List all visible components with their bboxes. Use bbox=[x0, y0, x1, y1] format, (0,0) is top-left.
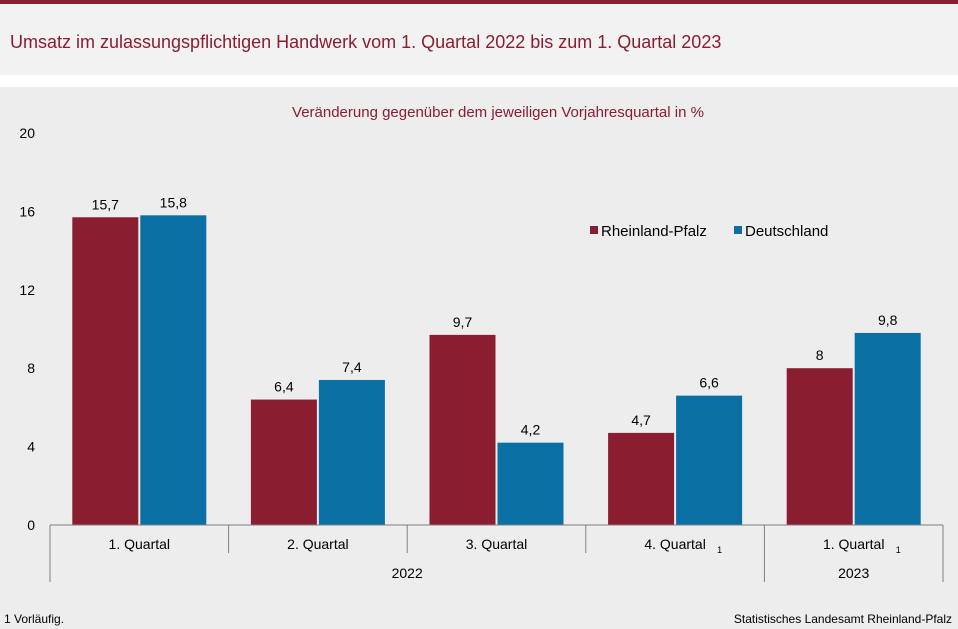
legend-label: Rheinland-Pfalz bbox=[601, 223, 707, 240]
bar-rheinland-pfalz bbox=[608, 432, 675, 525]
bar-deutschland bbox=[676, 395, 743, 525]
x-tick-label: 2. Quartal bbox=[287, 536, 348, 552]
legend-swatch bbox=[734, 226, 742, 234]
bar-deutschland bbox=[140, 215, 207, 525]
bar-rheinland-pfalz bbox=[786, 368, 853, 525]
bar-rheinland-pfalz bbox=[72, 217, 139, 525]
data-label: 7,4 bbox=[342, 359, 362, 375]
data-label: 6,6 bbox=[699, 375, 719, 391]
page-title: Umsatz im zulassungspflichtigen Handwerk… bbox=[10, 32, 722, 52]
legend-swatch bbox=[590, 226, 598, 234]
chart-title: Veränderung gegenüber dem jeweiligen Vor… bbox=[292, 104, 704, 121]
x-tick-label: 1. Quartal bbox=[109, 536, 170, 552]
footnote-mark: 1 bbox=[896, 545, 901, 555]
y-tick-label: 20 bbox=[19, 125, 35, 141]
divider bbox=[0, 75, 958, 87]
data-label: 15,7 bbox=[92, 196, 119, 212]
source-note: Statistisches Landesamt Rheinland-Pfalz bbox=[733, 612, 952, 626]
data-label: 4,7 bbox=[631, 412, 651, 428]
x-tick-label: 3. Quartal bbox=[466, 536, 527, 552]
y-tick-label: 4 bbox=[27, 439, 35, 455]
footnote: 1 Vorläufig. bbox=[4, 612, 65, 626]
x-tick-label: 4. Quartal bbox=[644, 536, 705, 552]
data-label: 4,2 bbox=[521, 422, 541, 438]
year-group-label: 2022 bbox=[392, 565, 423, 581]
y-tick-label: 8 bbox=[27, 360, 35, 376]
y-tick-label: 16 bbox=[19, 203, 35, 219]
footnote-mark: 1 bbox=[717, 545, 722, 555]
data-label: 15,8 bbox=[160, 194, 187, 210]
bar-deutschland bbox=[497, 442, 564, 525]
data-label: 9,8 bbox=[878, 312, 898, 328]
header: Umsatz im zulassungspflichtigen Handwerk… bbox=[0, 4, 958, 75]
x-tick-label: 1. Quartal bbox=[823, 536, 884, 552]
bar-deutschland bbox=[854, 332, 921, 525]
year-group-label: 2023 bbox=[838, 565, 869, 581]
bar-deutschland bbox=[318, 379, 385, 525]
top-accent-bar bbox=[0, 0, 958, 4]
data-label: 8 bbox=[816, 347, 824, 363]
bar-rheinland-pfalz bbox=[429, 334, 496, 525]
y-tick-label: 12 bbox=[19, 282, 35, 298]
data-label: 6,4 bbox=[274, 379, 294, 395]
legend-label: Deutschland bbox=[745, 223, 828, 240]
y-tick-label: 0 bbox=[27, 517, 35, 533]
bar-rheinland-pfalz bbox=[250, 399, 317, 525]
data-label: 9,7 bbox=[453, 314, 473, 330]
